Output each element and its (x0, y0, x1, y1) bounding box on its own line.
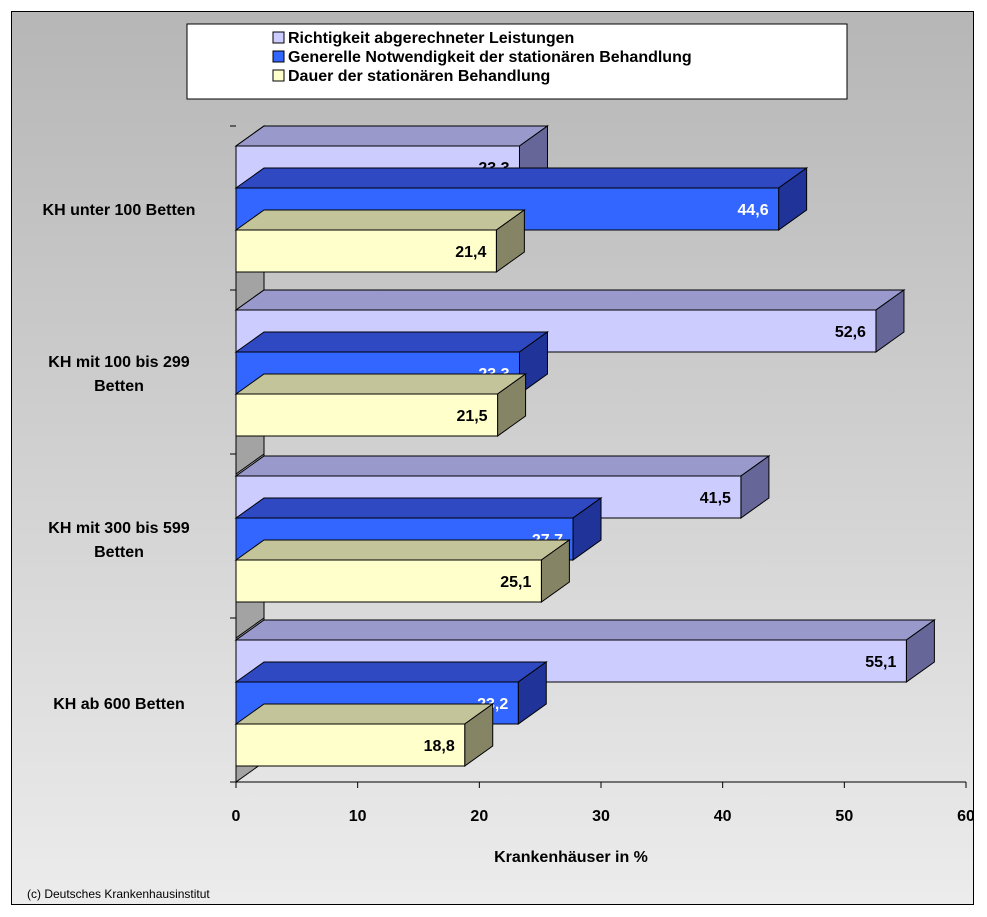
x-axis-title: Krankenhäuser in % (494, 849, 648, 866)
bar-top (234, 539, 571, 561)
bar-top (234, 497, 603, 519)
bar-top (234, 289, 906, 311)
bar-top (234, 619, 936, 641)
x-tick-label: 20 (470, 808, 488, 825)
data-label: 52,6 (835, 324, 866, 341)
data-label: 41,5 (700, 490, 731, 507)
legend-label: Generelle Notwendigkeit der stationären … (288, 49, 692, 66)
x-tick-label: 10 (349, 808, 367, 825)
bar-top (234, 209, 526, 231)
x-tick-label: 40 (714, 808, 732, 825)
category-label: Betten (94, 544, 144, 561)
legend-label: Richtigkeit abgerechneter Leistungen (288, 30, 574, 47)
credit-text: (c) Deutsches Krankenhausinstitut (27, 887, 210, 901)
legend-swatch (272, 50, 285, 63)
category-label: Betten (94, 378, 144, 395)
legend-swatch (272, 69, 285, 82)
x-tick-label: 60 (957, 808, 974, 825)
bar (235, 393, 499, 437)
bar-top (234, 703, 495, 725)
wall-divider (235, 617, 265, 639)
x-tick-label: 0 (232, 808, 241, 825)
bar (235, 559, 542, 603)
bar-top (234, 167, 809, 189)
bar-top (234, 661, 548, 683)
bar-top (234, 331, 550, 353)
bar (235, 229, 497, 273)
x-tick-label: 30 (592, 808, 610, 825)
data-label: 18,8 (424, 738, 455, 755)
bar-top (234, 455, 771, 477)
bar-top (234, 125, 550, 147)
x-tick-label: 50 (835, 808, 853, 825)
bar (235, 723, 466, 767)
data-label: 55,1 (865, 654, 896, 671)
category-label: KH unter 100 Betten (43, 202, 196, 219)
data-label: 44,6 (737, 202, 768, 219)
bar-top (234, 373, 528, 395)
legend-label: Dauer der stationären Behandlung (288, 68, 550, 85)
category-label: KH ab 600 Betten (53, 696, 185, 713)
category-label: KH mit 300 bis 599 (48, 520, 190, 537)
legend-box (186, 23, 848, 100)
category-label: KH mit 100 bis 299 (48, 354, 190, 371)
wall-divider (235, 453, 265, 475)
data-label: 25,1 (500, 574, 531, 591)
data-label: 21,5 (456, 408, 487, 425)
legend-swatch (272, 31, 285, 44)
data-label: 21,4 (455, 244, 486, 261)
